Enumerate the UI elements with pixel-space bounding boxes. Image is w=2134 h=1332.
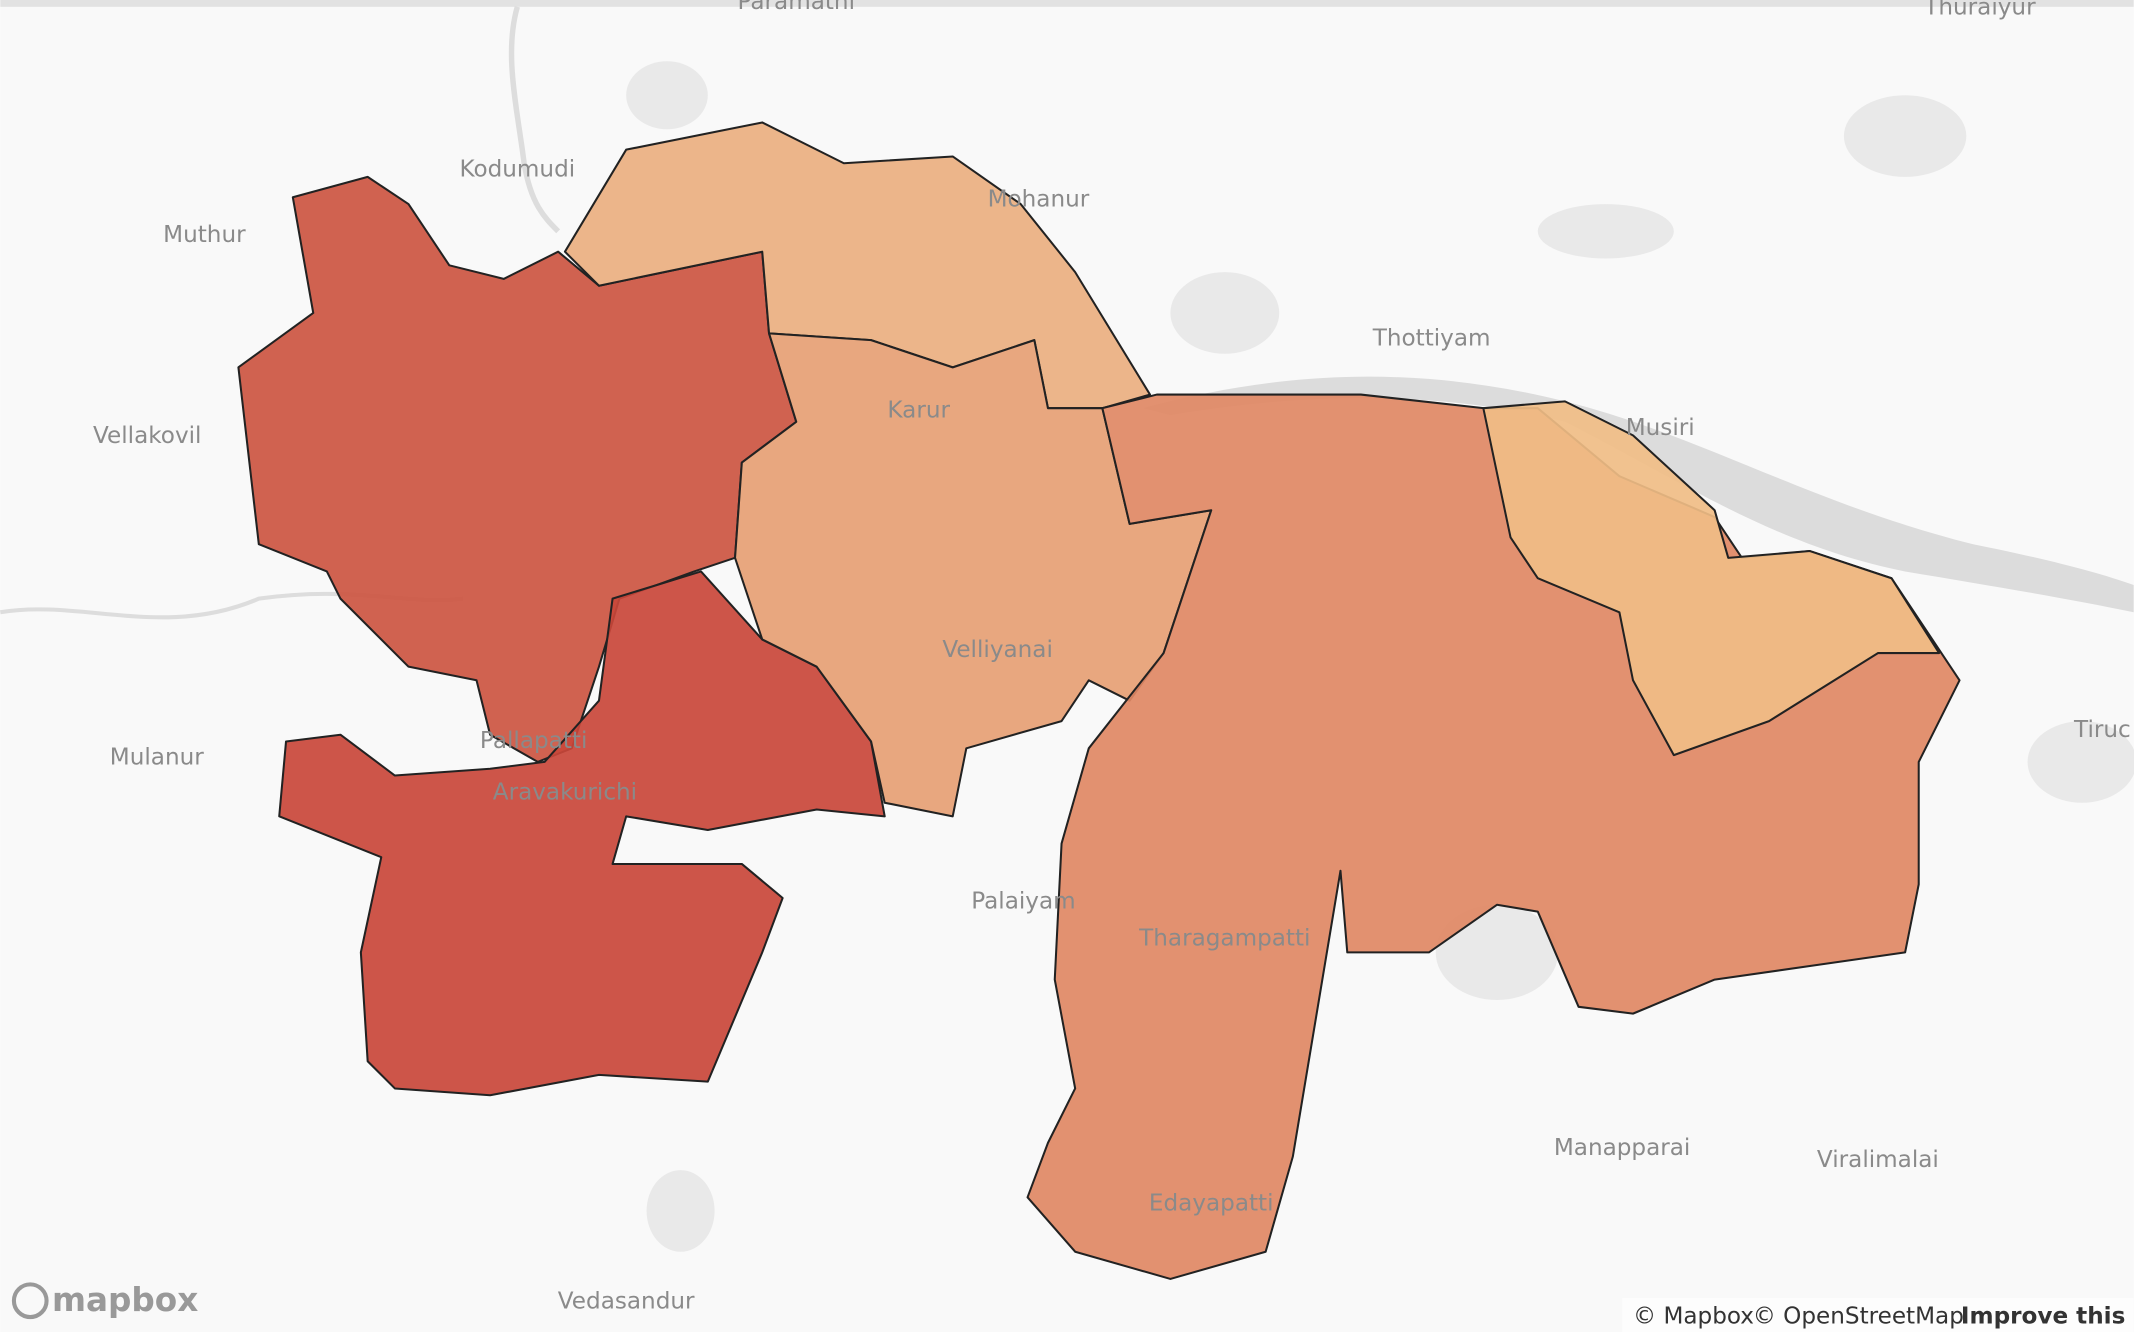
- attribution-background: [1622, 1297, 2134, 1332]
- place-label: Edayapatti: [1149, 1191, 1274, 1217]
- place-label: Mohanur: [988, 187, 1090, 213]
- river: [508, 6, 561, 234]
- place-label: Aravakurichi: [493, 780, 637, 806]
- place-label: Kodumudi: [459, 157, 575, 183]
- place-label: Thuraiyur: [1923, 0, 2036, 21]
- place-label: Muthur: [163, 222, 246, 248]
- top-border: [0, 0, 2134, 7]
- urban-area: [1435, 904, 1559, 1001]
- place-label: Tharagampatti: [1138, 925, 1310, 951]
- place-label: Vedasandur: [558, 1289, 695, 1315]
- logo-icon: [11, 1282, 49, 1320]
- place-label: Manapparai: [1554, 1135, 1691, 1161]
- region: [733, 332, 1213, 818]
- place-label: Mulanur: [110, 744, 204, 770]
- place-label: Tiruc: [2073, 717, 2131, 743]
- place-labels: Paramathi Thuraiyur Kodumudi Muthur Mohanur T…: [93, 0, 2131, 1315]
- attribution-link[interactable]: Improve this map: [1961, 1304, 2134, 1330]
- place-label: Thottiyam: [1372, 325, 1491, 351]
- place-label: Viralimalai: [1817, 1147, 1939, 1173]
- attribution-link[interactable]: © Mapbox: [1633, 1304, 1754, 1330]
- urban-area: [626, 61, 708, 130]
- logo-text: mapbox: [52, 1281, 198, 1319]
- mapbox-logo: mapbox: [11, 1281, 198, 1320]
- regions: [237, 121, 1961, 1280]
- place-label: Pallapatti: [480, 728, 587, 754]
- place-label: Paramathi: [737, 0, 855, 15]
- place-label: Karur: [887, 397, 950, 423]
- place-label: Vellakovil: [93, 423, 201, 449]
- urban-area: [646, 1170, 715, 1252]
- urban-area: [1537, 204, 1674, 259]
- urban-area: [1843, 95, 1967, 177]
- urban-area: [2027, 721, 2134, 803]
- urban-area: [1170, 272, 1280, 354]
- river: [1143, 376, 2134, 613]
- region: [1482, 400, 1941, 757]
- place-label: Musiri: [1626, 415, 1695, 441]
- base-features: [0, 6, 2134, 1252]
- place-label: Velliyanai: [942, 637, 1053, 663]
- region: [278, 570, 886, 1097]
- attribution-link[interactable]: © OpenStreetMap: [1753, 1304, 1964, 1330]
- place-label: Palaiyam: [971, 889, 1075, 915]
